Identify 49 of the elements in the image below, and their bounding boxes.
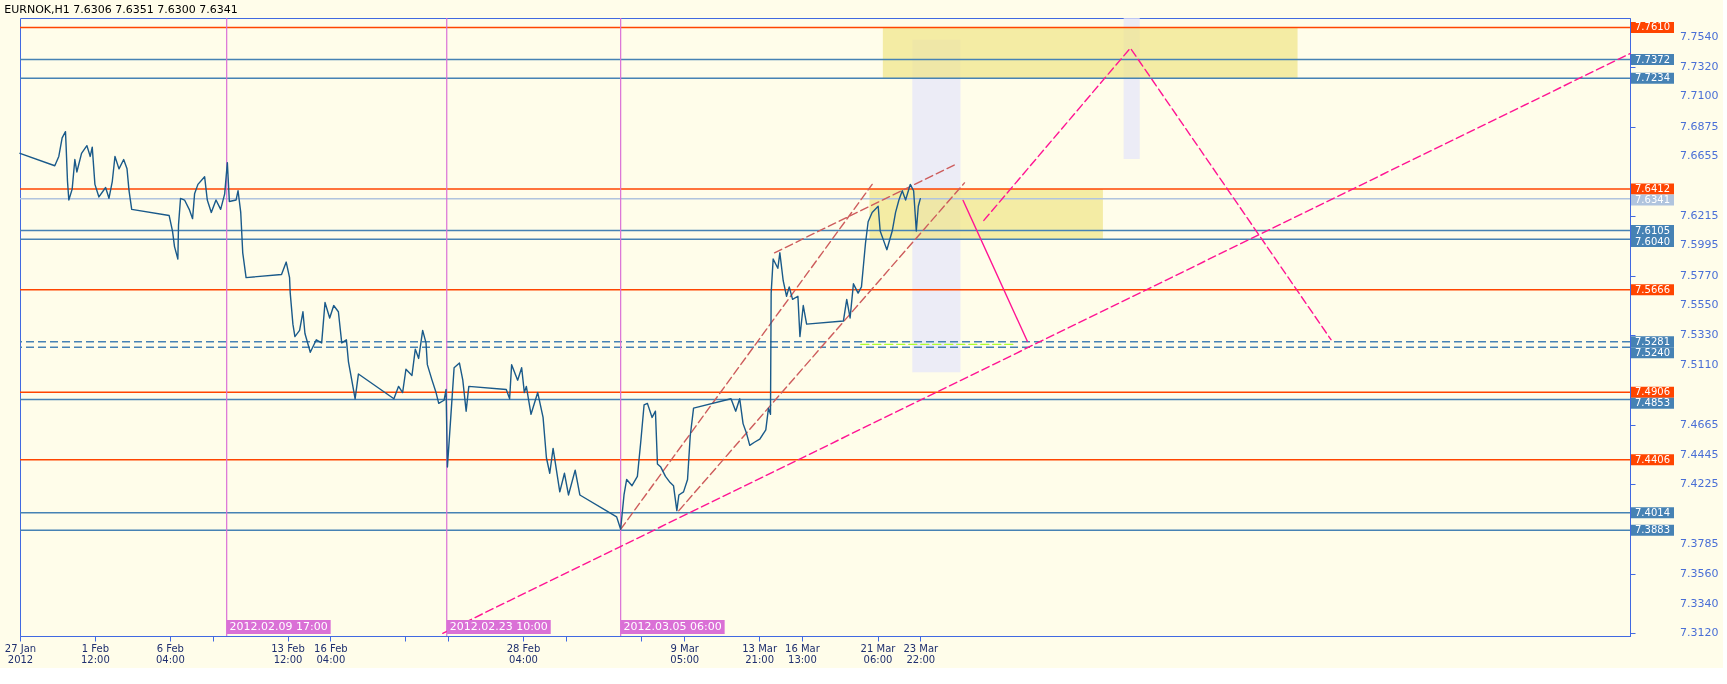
x-tick-label: 16 Feb 04:00: [314, 642, 348, 665]
ref-line-label: 7.5666: [1635, 283, 1670, 295]
ref-line-label: 7.3883: [1635, 524, 1670, 536]
ref-line-label: 2012.03.05 06:00: [623, 620, 722, 633]
y-tick-label: 7.6875: [1680, 119, 1719, 133]
y-tick-label: 7.7320: [1680, 59, 1719, 73]
x-tick-label: 23 Mar 22:00: [903, 642, 940, 665]
y-tick-label: 7.5770: [1680, 268, 1719, 282]
x-tick-label: 28 Feb 04:00: [506, 642, 541, 665]
line-series: [19, 130, 922, 530]
y-tick-label: 7.3785: [1680, 536, 1719, 550]
ref-line-label: 7.5240: [1635, 346, 1670, 358]
ref-line-label: 7.4014: [1635, 506, 1670, 518]
x-tick-label: 6 Feb 04:00: [155, 642, 185, 665]
ref-line-label: 7.6412: [1635, 183, 1670, 195]
ref-line-label: 7.4406: [1635, 453, 1670, 465]
y-tick-label: 7.5330: [1680, 328, 1719, 342]
y-tick-label: 7.7540: [1680, 29, 1719, 43]
y-tick-label: 7.3120: [1680, 626, 1719, 640]
y-tick-label: 7.4445: [1680, 447, 1719, 461]
y-tick-label: 7.3340: [1680, 596, 1719, 610]
x-tick-label: 1 Feb 12:00: [81, 642, 110, 665]
x-tick-label: 13 Mar 21:00: [742, 642, 778, 665]
ref-line-label: 2012.02.09 17:00: [229, 620, 328, 633]
ref-line-label: 7.7234: [1635, 72, 1670, 84]
y-tick-label: 7.5110: [1680, 357, 1719, 371]
x-tick-label: 9 Mar 05:00: [670, 642, 700, 665]
y-tick-label: 7.4665: [1680, 417, 1719, 431]
y-tick-label: 7.6215: [1680, 208, 1719, 222]
y-tick-label: 7.7100: [1680, 89, 1719, 103]
x-tick-label: 13 Feb 12:00: [271, 642, 305, 665]
ref-line-label: 7.7372: [1635, 53, 1670, 65]
ref-line-label: 7.6341: [1635, 194, 1670, 206]
ref-line-label: 7.6040: [1635, 235, 1670, 247]
y-tick-label: 7.5995: [1680, 238, 1719, 252]
ref-line-label: 7.4853: [1635, 397, 1670, 409]
ref-line-label: 7.5281: [1635, 335, 1670, 347]
x-tick-label: 16 Mar 13:00: [785, 642, 821, 665]
y-tick-label: 7.5550: [1680, 298, 1719, 312]
ref-line-label: 2012.02.23 10:00: [449, 620, 548, 633]
ref-line-label: 7.4906: [1635, 386, 1670, 398]
ref-line-label: 7.6105: [1635, 224, 1670, 236]
x-tick-label: 27 Jan 2012: [4, 642, 37, 665]
y-tick-label: 7.4225: [1680, 477, 1719, 491]
y-tick-label: 7.6655: [1680, 149, 1719, 163]
ref-line-label: 7.7610: [1635, 21, 1670, 33]
x-tick-label: 21 Mar 06:00: [860, 642, 897, 665]
chart-title: EURNOK,H1 7.6306 7.6351 7.6300 7.6341: [4, 3, 238, 17]
y-tick-label: 7.3560: [1680, 566, 1719, 580]
